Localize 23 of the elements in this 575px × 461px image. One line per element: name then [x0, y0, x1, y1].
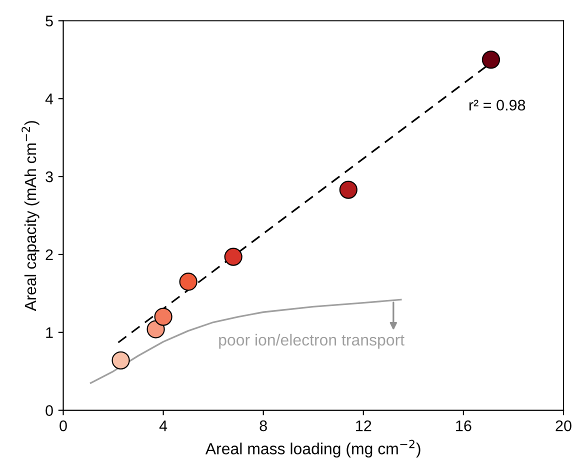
x-tick-label: 4	[159, 420, 168, 432]
y-tick-label: 4	[45, 94, 54, 104]
annotation: poor ion/electron transport	[219, 334, 404, 349]
point	[482, 50, 500, 69]
y-tick-label: 2	[46, 249, 53, 260]
y-tick-label: 5	[46, 16, 53, 26]
point	[112, 351, 130, 370]
y-tick-label: 1	[46, 327, 53, 338]
x-tick-label: 8	[260, 420, 267, 432]
x-tick-label: 20	[556, 420, 572, 432]
point	[339, 180, 358, 199]
point	[224, 248, 242, 266]
point	[179, 272, 198, 291]
x-tick-label: 0	[60, 420, 67, 432]
point	[146, 320, 165, 338]
y-tick-label: 3	[46, 171, 53, 182]
y-tick-label: 0	[46, 405, 53, 416]
x-tick-label: 16	[456, 420, 472, 432]
x-tick-label: 12	[356, 420, 372, 432]
annotation: r² = 0.98	[469, 100, 526, 111]
point	[154, 308, 172, 326]
y-axis-title: Areal capacity (mAh cm$^{−2}$)	[22, 121, 40, 312]
x-axis-title: Areal mass loading (mg cm$^{−2}$)	[205, 440, 420, 458]
